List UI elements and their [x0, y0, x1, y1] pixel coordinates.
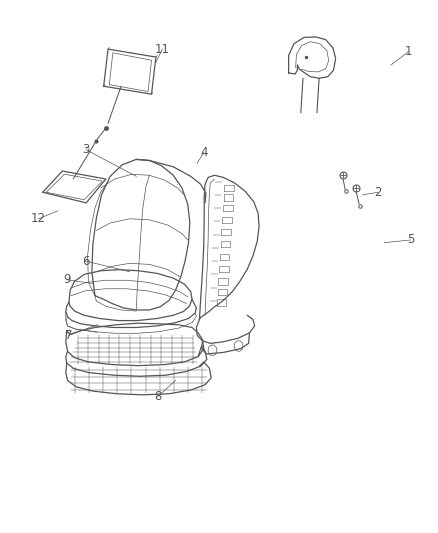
Text: 7: 7	[65, 329, 73, 342]
Text: 6: 6	[82, 255, 90, 268]
Text: 9: 9	[63, 273, 71, 286]
Text: 5: 5	[407, 233, 414, 246]
Text: 2: 2	[374, 186, 381, 199]
Text: 3: 3	[83, 143, 90, 156]
Text: 1: 1	[405, 45, 412, 58]
Text: 11: 11	[155, 43, 170, 55]
Text: 4: 4	[200, 146, 208, 159]
Text: 12: 12	[31, 212, 46, 225]
Text: 8: 8	[154, 390, 162, 403]
